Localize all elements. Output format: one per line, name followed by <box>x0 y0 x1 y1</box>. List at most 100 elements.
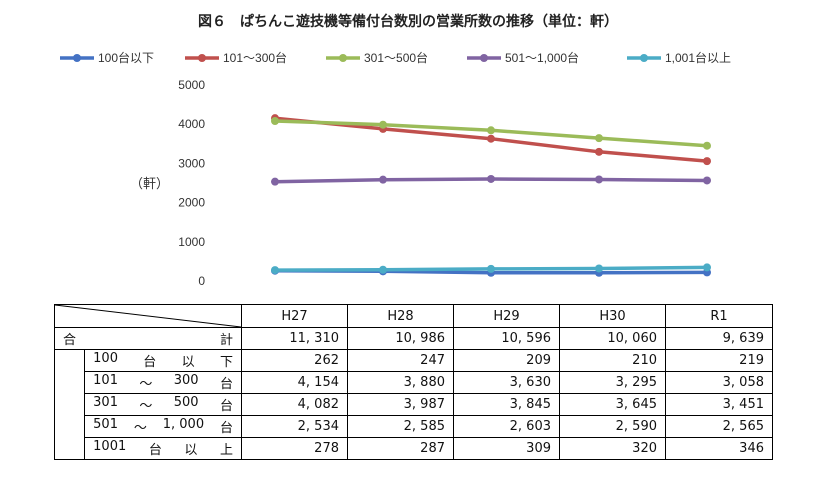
legend-item: 1,001台以上 <box>627 50 731 65</box>
table-row: 501 ～ 1, 000 台 2, 534 2, 585 2, 603 2, 590 2, 56… <box>53 415 773 438</box>
legend-item: 101～300台 <box>185 50 287 65</box>
data-point <box>595 147 603 156</box>
table-row-total: 合 計 11, 310 10, 986 10, 596 10, 060 9, 6… <box>54 327 773 350</box>
row-label-part: 501 <box>93 417 118 432</box>
row-label-cell: 1001 台 以 上 <box>84 437 242 460</box>
data-point <box>379 175 387 184</box>
row-label-part: 101 <box>93 373 118 388</box>
row-label-part: ～ <box>133 421 147 436</box>
table-cell-value: 3, 987 <box>347 393 454 416</box>
table-row: 301 ～ 500 台 4, 082 3, 987 3, 845 3, 645 3, 451 <box>53 393 773 416</box>
legend-label: 501～1,000台 <box>505 50 579 65</box>
data-point <box>487 264 495 273</box>
legend-swatch-marker <box>198 54 206 62</box>
legend-item: 301～500台 <box>326 50 428 65</box>
table-cell-value: 2, 565 <box>665 415 773 438</box>
legend-label: 1,001台以上 <box>665 50 731 65</box>
table-cell-value: 309 <box>453 437 560 460</box>
table-cell-value: 210 <box>559 349 666 372</box>
indent-cell <box>53 415 86 438</box>
table-cell-value: 4, 154 <box>241 371 348 394</box>
row-label-part: 下 <box>219 355 233 370</box>
y-tick-label: 0 <box>198 274 205 288</box>
table-cell-value: 3, 630 <box>453 371 560 394</box>
indent-cell <box>53 349 86 372</box>
row-label-part: 以 <box>181 355 195 370</box>
table-cell-value: 3, 451 <box>665 393 773 416</box>
row-label-part: 300 <box>173 373 199 388</box>
chart-legend: 100台以下 101～300台 301～500台 501～1,000台 1,001台以上 <box>60 50 731 65</box>
row-label-part: ～ <box>139 399 153 414</box>
line-chart: 図６ ぱちんこ遊技機等備付台数別の営業所数の推移（単位：軒） 100台以下 101… <box>60 13 731 288</box>
total-value: 11, 310 <box>241 327 348 350</box>
table-cell-value: 2, 534 <box>241 415 348 438</box>
indent-cell <box>53 437 86 460</box>
table-corner-cell <box>54 304 242 328</box>
indent-cell <box>53 393 86 416</box>
row-label-part: 1, 000 <box>162 417 205 432</box>
legend-label: 100台以下 <box>98 50 154 65</box>
legend-label: 301～500台 <box>364 50 428 65</box>
y-axis-label: （軒） <box>130 177 169 192</box>
data-point <box>703 157 711 166</box>
legend-swatch-marker <box>339 54 347 62</box>
total-label-right: 計 <box>219 333 233 348</box>
total-value: 10, 060 <box>559 327 666 350</box>
total-label-left: 合 <box>63 333 77 348</box>
table-row: 101 ～ 300 台 4, 154 3, 880 3, 630 3, 295 3, 058 <box>53 371 773 394</box>
table-cell-value: 247 <box>347 349 454 372</box>
row-label-part: 台 <box>143 355 157 370</box>
series-line-group <box>271 263 711 275</box>
total-value: 10, 596 <box>453 327 560 350</box>
year-header: H27 <box>241 304 348 328</box>
year-header: H30 <box>559 304 666 328</box>
table-cell-value: 2, 590 <box>559 415 666 438</box>
table-cell-value: 3, 295 <box>559 371 666 394</box>
row-label-part: 台 <box>219 377 233 392</box>
table-cell-value: 3, 058 <box>665 371 773 394</box>
row-label-part: 100 <box>93 351 118 366</box>
table-cell-value: 287 <box>347 437 454 460</box>
legend-label: 101～300台 <box>223 50 287 65</box>
row-label-cell: 301 ～ 500 台 <box>84 393 242 416</box>
diagonal-line <box>55 305 241 327</box>
table-cell-value: 219 <box>665 349 773 372</box>
data-point <box>595 134 603 143</box>
total-value: 9, 639 <box>665 327 773 350</box>
total-label-cell: 合 計 <box>54 327 242 350</box>
row-label-part: 301 <box>93 395 118 410</box>
y-tick-label: 5000 <box>178 78 205 92</box>
series-line-group <box>271 174 711 186</box>
data-point <box>595 175 603 184</box>
row-label-cell: 100 台 以 下 <box>84 349 242 372</box>
row-label-cell: 501 ～ 1, 000 台 <box>84 415 242 438</box>
table-cell-value: 346 <box>665 437 773 460</box>
legend-swatch-marker <box>73 54 81 62</box>
row-label-part: 以 <box>184 443 198 458</box>
row-label-part: 上 <box>219 443 233 458</box>
row-label-part: 台 <box>219 421 233 436</box>
data-point <box>703 176 711 185</box>
plot-area <box>271 114 711 277</box>
data-point <box>703 263 711 272</box>
row-label-part: 台 <box>219 399 233 414</box>
table-cell-value: 278 <box>241 437 348 460</box>
y-tick-label: 2000 <box>178 196 205 210</box>
table-row: 100 台 以 下 262 247 209 210 219 <box>53 349 773 372</box>
y-tick-label: 1000 <box>178 235 205 249</box>
data-point <box>487 134 495 143</box>
chart-title: 図６ ぱちんこ遊技機等備付台数別の営業所数の推移（単位：軒） <box>198 13 618 30</box>
table-cell-value: 3, 845 <box>453 393 560 416</box>
data-point <box>487 174 495 183</box>
legend-item: 100台以下 <box>60 50 154 65</box>
table-cell-value: 2, 585 <box>347 415 454 438</box>
row-label-part: ～ <box>139 377 153 392</box>
table-cell-value: 262 <box>241 349 348 372</box>
table-cell-value: 2, 603 <box>453 415 560 438</box>
legend-item: 501～1,000台 <box>467 50 579 65</box>
row-label-part: 台 <box>148 443 162 458</box>
data-point <box>271 266 279 275</box>
table-cell-value: 320 <box>559 437 666 460</box>
data-point <box>379 265 387 274</box>
row-label-cell: 101 ～ 300 台 <box>84 371 242 394</box>
